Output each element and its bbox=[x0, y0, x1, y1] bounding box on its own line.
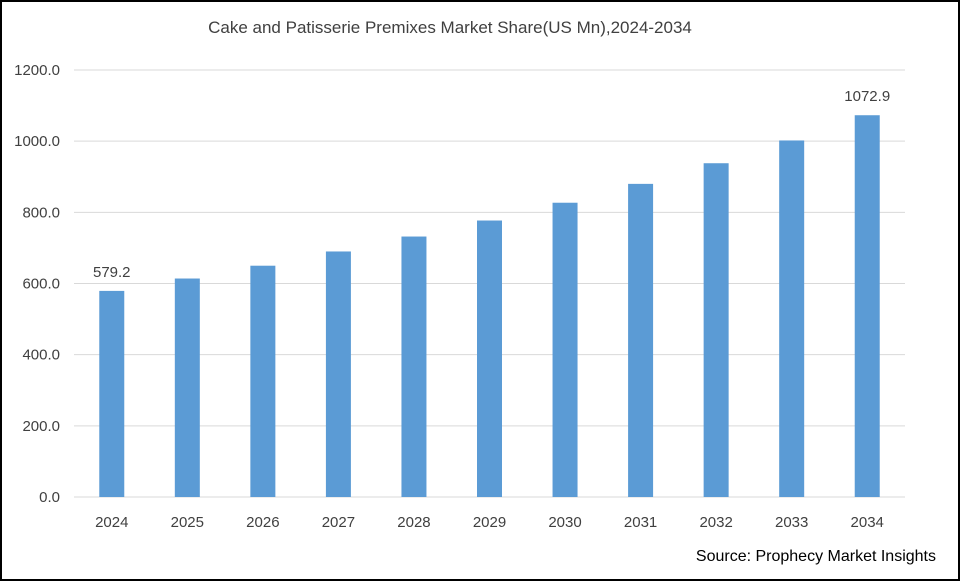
x-tick-label: 2032 bbox=[699, 514, 732, 531]
y-tick-label: 400.0 bbox=[22, 347, 60, 364]
bar-2033 bbox=[779, 140, 805, 497]
x-tick-label: 2033 bbox=[775, 514, 808, 531]
bar-2024 bbox=[99, 290, 125, 497]
x-tick-label: 2028 bbox=[397, 514, 430, 531]
y-tick-label: 600.0 bbox=[22, 276, 60, 293]
chart-title: Cake and Patisserie Premixes Market Shar… bbox=[208, 18, 692, 37]
source-note: Source: Prophecy Market Insights bbox=[695, 548, 936, 565]
x-tick-label: 2034 bbox=[851, 514, 884, 531]
x-tick-label: 2030 bbox=[548, 514, 581, 531]
x-tick-label: 2027 bbox=[322, 514, 355, 531]
bar-2027 bbox=[325, 251, 351, 497]
y-tick-label: 1200.0 bbox=[14, 62, 60, 79]
bar-2029 bbox=[477, 220, 502, 497]
y-tick-label: 1000.0 bbox=[14, 133, 60, 150]
bar-2028 bbox=[401, 236, 427, 497]
bar-2031 bbox=[628, 183, 654, 497]
x-tick-label: 2026 bbox=[246, 514, 279, 531]
x-tick-label: 2029 bbox=[473, 514, 506, 531]
x-tick-label: 2025 bbox=[171, 514, 204, 531]
data-label: 1072.9 bbox=[844, 88, 890, 105]
x-tick-label: 2024 bbox=[95, 514, 128, 531]
bar-2026 bbox=[250, 265, 276, 497]
y-tick-label: 200.0 bbox=[22, 418, 60, 435]
bar-2032 bbox=[703, 163, 729, 497]
bar-2034 bbox=[854, 115, 880, 498]
bar-2025 bbox=[174, 278, 200, 497]
data-label: 579.2 bbox=[93, 264, 131, 281]
x-tick-label: 2031 bbox=[624, 514, 657, 531]
y-tick-label: 800.0 bbox=[22, 204, 60, 221]
bar-2030 bbox=[552, 202, 578, 497]
y-tick-label: 0.0 bbox=[39, 489, 60, 506]
